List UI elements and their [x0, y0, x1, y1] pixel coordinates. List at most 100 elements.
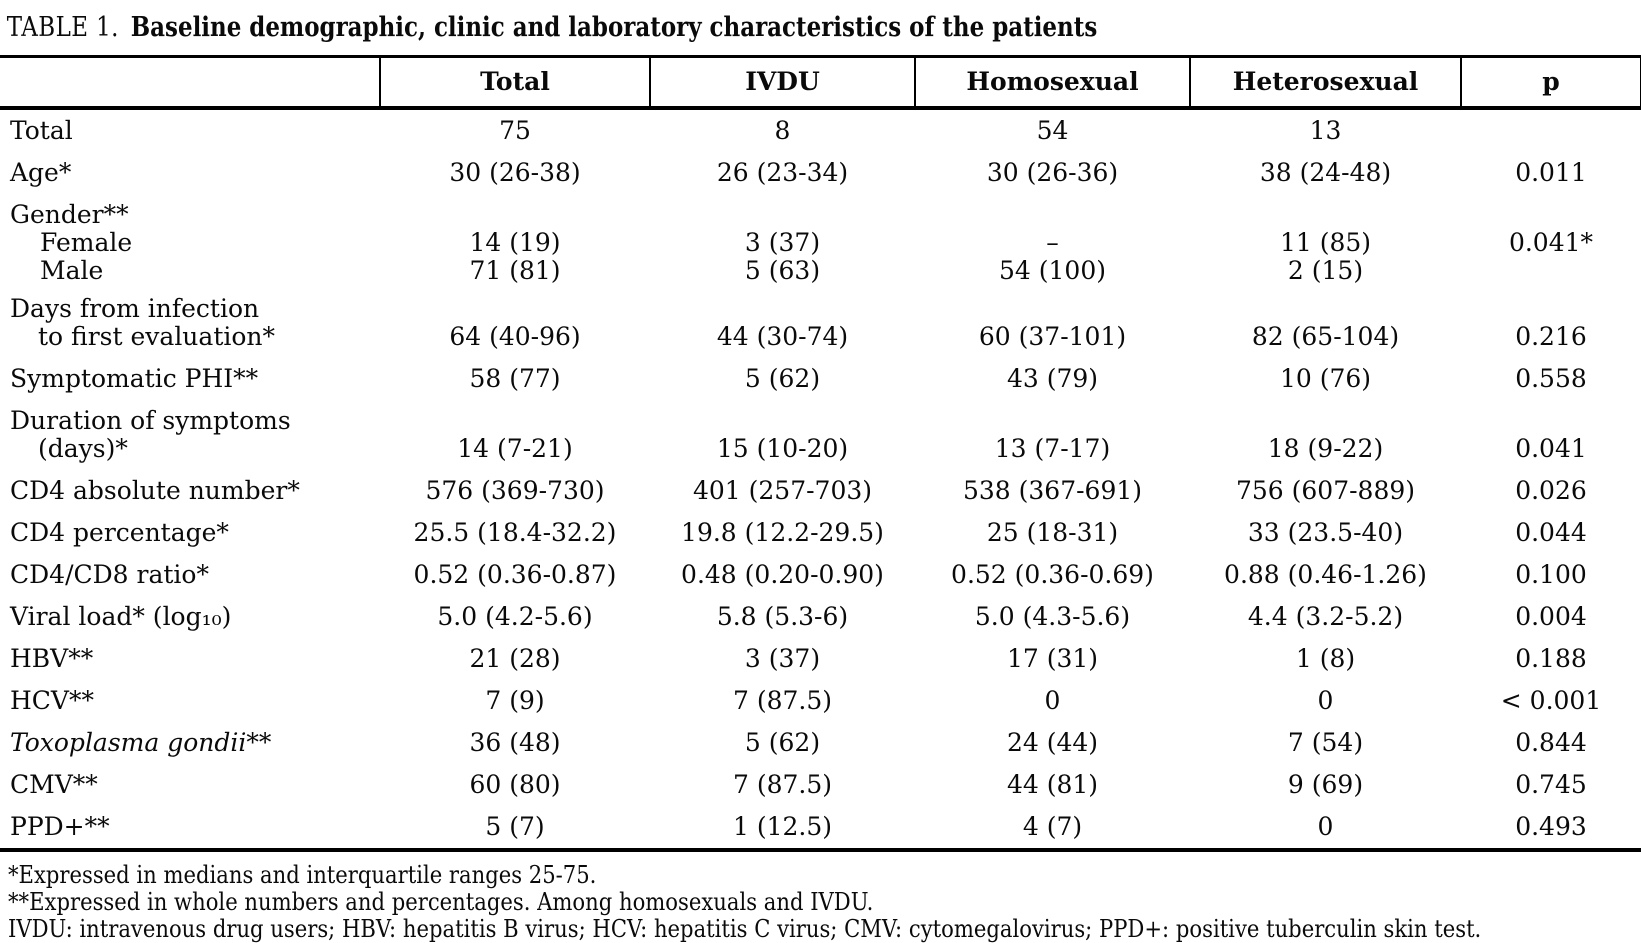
- row-label-line: PPD+**: [10, 812, 110, 841]
- row-label-cell: HBV**: [0, 638, 380, 680]
- data-cell: 7 (87.5): [732, 686, 833, 715]
- data-cell: 0.52 (0.36-0.87): [413, 560, 617, 589]
- row-label-cell: PPD+**: [0, 806, 380, 850]
- data-cell: 13: [1309, 116, 1342, 145]
- data-cell: 0: [1044, 686, 1061, 715]
- data-cell: 4 (7): [1022, 812, 1083, 841]
- row-label-line: CD4 absolute number*: [10, 476, 300, 505]
- row-label-cell: Male: [0, 257, 380, 288]
- data-cell: 7 (54): [1287, 728, 1364, 757]
- data-cell: 756 (607-889): [1235, 476, 1416, 505]
- row-label-line: HBV**: [10, 644, 94, 673]
- data-cell: 3 (37): [744, 644, 821, 673]
- row-label-line: HCV**: [10, 686, 94, 715]
- data-cell: 14 (7-21): [457, 434, 573, 463]
- table-row: Viral load* (log₁₀) 5.0 (4.2-5.6) 5.8 (5.3…: [0, 596, 1641, 638]
- row-label-line: Toxoplasma gondii**: [10, 728, 272, 757]
- data-cell: 44 (30-74): [716, 322, 849, 351]
- table-row: CMV** 60 (80) 7 (87.5) 44 (81) 9 (69) 0.745: [0, 764, 1641, 806]
- table-row: CD4/CD8 ratio* 0.52 (0.36-0.87) 0.48 (0.20…: [0, 554, 1641, 596]
- data-cell: 1 (12.5): [732, 812, 833, 841]
- data-cell: 0.044: [1515, 518, 1587, 547]
- data-cell: 64 (40-96): [449, 322, 581, 351]
- footnote-medians: *Expressed in medians and interquartile …: [8, 861, 597, 889]
- row-label-cell: Gender**: [0, 194, 380, 229]
- data-cell: 4.4 (3.2-5.2): [1247, 602, 1404, 631]
- table-row: Toxoplasma gondii** 36 (48) 5 (62) 24 (44) 7…: [0, 722, 1641, 764]
- data-cell: 75: [499, 116, 531, 145]
- data-cell: < 0.001: [1500, 686, 1602, 715]
- data-cell: 0.88 (0.46-1.26): [1224, 560, 1427, 589]
- table-header: Total IVDU Homosexual Heterosexual p: [0, 55, 1641, 110]
- data-cell: 17 (31): [1006, 644, 1099, 673]
- footnote-percentages: **Expressed in whole numbers and percent…: [8, 888, 874, 916]
- data-cell: 82 (65-104): [1251, 322, 1400, 351]
- data-cell: 54 (100): [999, 256, 1106, 285]
- header-row: Total IVDU Homosexual Heterosexual p: [0, 55, 1641, 110]
- data-cell: 0.558: [1515, 364, 1587, 393]
- data-cell: 30 (26-38): [449, 158, 581, 187]
- data-cell: 2 (15): [1287, 256, 1364, 285]
- data-cell: 71 (81): [469, 256, 561, 285]
- table-row: Age* 30 (26-38) 26 (23-34) 30 (26-36) 38 (24…: [0, 152, 1641, 194]
- data-cell: 58 (77): [469, 364, 561, 393]
- data-cell: 11 (85): [1279, 228, 1372, 257]
- data-cell: 5.8 (5.3-6): [716, 602, 849, 631]
- row-label-line: to first evaluation*: [38, 322, 276, 351]
- table-row: PPD+** 5 (7) 1 (12.5) 4 (7) 0 0.493: [0, 806, 1641, 850]
- data-cell: 8: [774, 116, 791, 145]
- table-row: HCV** 7 (9) 7 (87.5) 0 0 < 0.001: [0, 680, 1641, 722]
- data-cell: 25.5 (18.4-32.2): [413, 518, 617, 547]
- data-cell: 9 (69): [1287, 770, 1364, 799]
- column-header-total: Total: [379, 55, 650, 110]
- characteristics-table: Total IVDU Homosexual Heterosexual p Tot…: [0, 55, 1641, 852]
- row-label-line: CD4 percentage*: [10, 518, 229, 547]
- row-label-line: (days)*: [38, 434, 128, 463]
- data-cell: 0.216: [1515, 322, 1587, 351]
- data-cell: 21 (28): [469, 644, 561, 673]
- row-label-cell: Duration of symptoms (days)*: [0, 400, 380, 470]
- data-cell: 5 (62): [744, 728, 821, 757]
- column-header-p: p: [1460, 55, 1641, 110]
- row-label-cell: Viral load* (log₁₀): [0, 596, 380, 638]
- data-cell: 0.48 (0.20-0.90): [681, 560, 884, 589]
- data-cell: 401 (257-703): [692, 476, 873, 505]
- column-header-homosexual: Homosexual: [914, 55, 1190, 110]
- table-row: Male 71 (81) 5 (63) 54 (100) 2 (15): [0, 257, 1641, 288]
- data-cell: 0.52 (0.36-0.69): [951, 560, 1154, 589]
- row-label-line: CD4/CD8 ratio*: [10, 560, 209, 589]
- row-label-line: Symptomatic PHI**: [10, 364, 259, 393]
- column-header-empty: [0, 55, 380, 110]
- data-cell: 0.026: [1515, 476, 1587, 505]
- data-cell: 0.100: [1515, 560, 1587, 589]
- table-row: CD4 absolute number* 576 (369-730) 401 (25…: [0, 470, 1641, 512]
- data-cell: 26 (23-34): [716, 158, 849, 187]
- table-row: Female 14 (19) 3 (37) – 11 (85) 0.041*: [0, 229, 1641, 257]
- data-cell: 0: [1317, 812, 1334, 841]
- data-cell: [1461, 257, 1641, 288]
- data-cell: 5 (7): [485, 812, 545, 841]
- data-cell: 0: [1317, 686, 1334, 715]
- data-cell: 5.0 (4.2-5.6): [437, 602, 593, 631]
- row-label-cell: CD4 percentage*: [0, 512, 380, 554]
- table-row: Duration of symptoms (days)* 14 (7-21) 15 (…: [0, 400, 1641, 470]
- data-cell: 13 (7-17): [994, 434, 1111, 463]
- data-cell: [1461, 194, 1641, 229]
- data-cell: 7 (87.5): [732, 770, 833, 799]
- data-cell: 0.844: [1515, 728, 1587, 757]
- column-header-ivdu: IVDU: [649, 55, 915, 110]
- row-label-cell: Symptomatic PHI**: [0, 358, 380, 400]
- data-cell: 5 (62): [744, 364, 821, 393]
- row-label-line: Duration of symptoms: [10, 406, 291, 435]
- row-label-cell: Days from infection to first evaluation*: [0, 288, 380, 358]
- data-cell: 60 (37-101): [978, 322, 1127, 351]
- row-label-line: Total: [10, 116, 73, 145]
- data-cell: 25 (18-31): [986, 518, 1119, 547]
- data-cell: 15 (10-20): [716, 434, 849, 463]
- data-cell: 0.188: [1515, 644, 1587, 673]
- data-cell: 0.011: [1515, 158, 1587, 187]
- row-label-line: Viral load* (log₁₀): [10, 602, 232, 631]
- row-label-line: Gender**: [10, 200, 129, 229]
- table-row: Days from infection to first evaluation* 6…: [0, 288, 1641, 358]
